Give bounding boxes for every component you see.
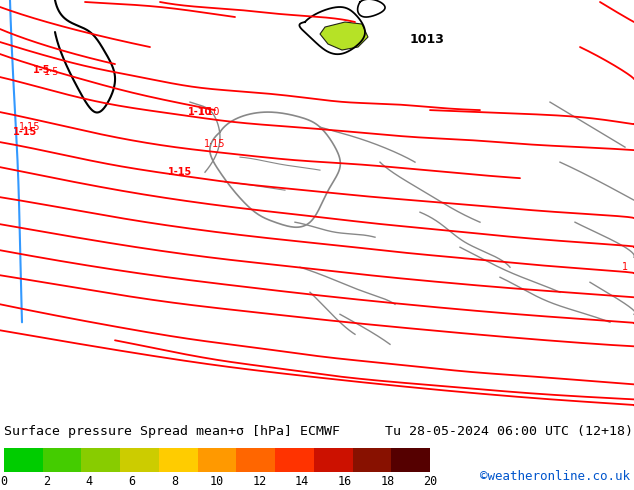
Text: 1-5: 1-5 xyxy=(33,65,51,75)
Bar xyxy=(236,448,275,472)
Text: 0: 0 xyxy=(1,475,8,488)
Bar xyxy=(4,448,42,472)
Text: 12: 12 xyxy=(252,475,267,488)
Text: ©weatheronline.co.uk: ©weatheronline.co.uk xyxy=(480,469,630,483)
Text: 1-15: 1-15 xyxy=(168,167,192,177)
Text: 1013: 1013 xyxy=(410,32,445,46)
Text: 1: 1 xyxy=(622,262,628,272)
Text: 20: 20 xyxy=(423,475,437,488)
Text: 18: 18 xyxy=(380,475,394,488)
Bar xyxy=(353,448,391,472)
Text: 1-10: 1-10 xyxy=(188,107,212,117)
Text: 2: 2 xyxy=(43,475,50,488)
Text: 1·15: 1·15 xyxy=(204,139,226,149)
Bar xyxy=(42,448,81,472)
Text: Tu 28-05-2024 06:00 UTC (12+18): Tu 28-05-2024 06:00 UTC (12+18) xyxy=(385,425,633,439)
Text: 16: 16 xyxy=(338,475,352,488)
Text: 1·10: 1·10 xyxy=(199,107,221,117)
Text: 14: 14 xyxy=(295,475,309,488)
Text: 1·15: 1·15 xyxy=(19,122,41,132)
Text: 10: 10 xyxy=(210,475,224,488)
Text: 6: 6 xyxy=(128,475,136,488)
Bar xyxy=(159,448,198,472)
Text: 1-15: 1-15 xyxy=(13,127,37,137)
Bar xyxy=(81,448,120,472)
Bar xyxy=(391,448,430,472)
Bar xyxy=(275,448,314,472)
Polygon shape xyxy=(320,22,368,50)
Text: Surface pressure Spread mean+σ [hPa] ECMWF: Surface pressure Spread mean+σ [hPa] ECM… xyxy=(4,425,340,439)
Bar xyxy=(198,448,236,472)
Bar xyxy=(314,448,353,472)
Text: 8: 8 xyxy=(171,475,178,488)
Text: 4: 4 xyxy=(86,475,93,488)
Bar xyxy=(120,448,159,472)
Text: 1·5: 1·5 xyxy=(44,67,60,77)
